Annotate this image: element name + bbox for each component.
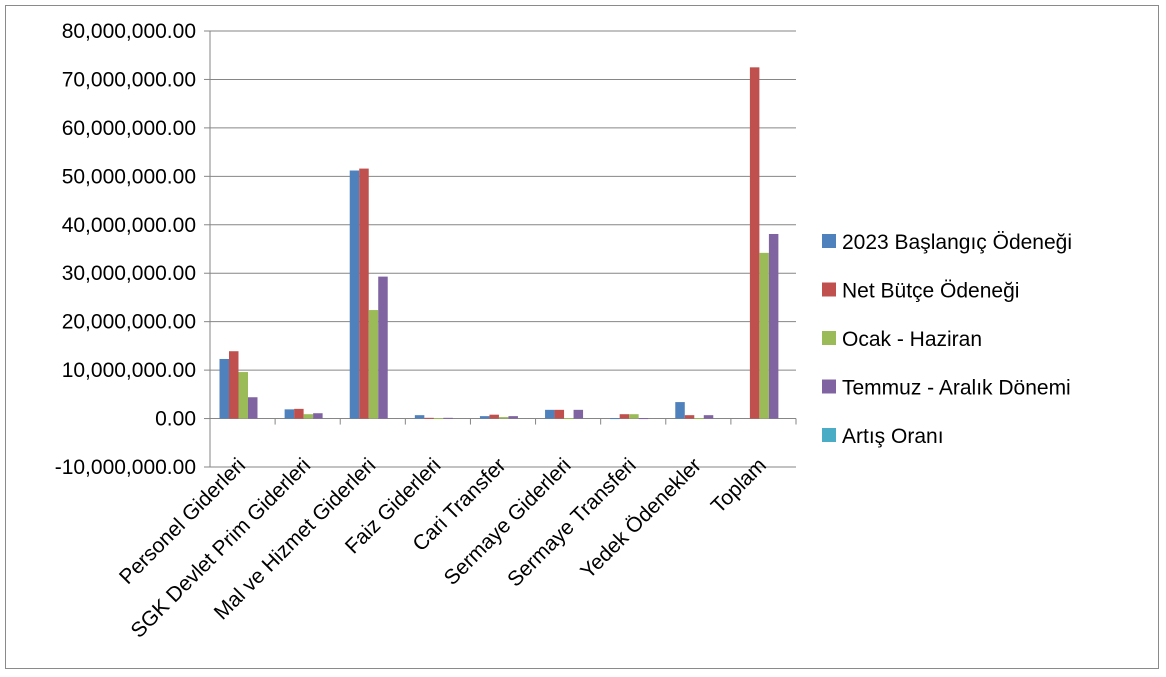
y-tick-label: 10,000,000.00 [62,359,196,382]
bar [675,402,685,419]
bar [359,168,369,419]
y-tick-label: 80,000,000.00 [62,20,196,43]
bar [378,276,388,419]
bar [610,418,620,420]
bar [433,418,444,420]
bar [638,418,649,420]
y-tick-label: 30,000,000.00 [62,262,196,285]
bar [564,418,574,420]
bar [554,409,565,419]
y-tick-label: 40,000,000.00 [62,214,196,237]
bar [479,416,490,419]
bars [219,67,779,420]
bar [303,414,314,419]
bar [219,358,229,419]
bar [284,409,295,419]
legend-entry: Temmuz - Aralık Dönemi [842,377,1071,400]
bar [749,67,760,419]
legend-entry: 2023 Başlangıç Ödeneği [842,231,1072,254]
y-tick-label: 20,000,000.00 [62,311,196,334]
legend-entry: Net Bütçe Ödeneği [842,280,1019,303]
bar [759,252,769,419]
x-category-label: Yedek Ödenekler [576,454,706,584]
y-tick-label: -10,000,000.00 [55,456,196,479]
bar [629,414,639,419]
bar [368,310,379,419]
legend-swatch [822,428,836,442]
legend: 2023 Başlangıç Ödeneği Net Bütçe Ödeneği O… [822,231,1072,448]
legend-swatch [822,234,836,248]
y-tick-label: 50,000,000.00 [62,165,196,188]
bar [424,417,434,419]
bar [489,414,499,419]
bar [498,417,509,419]
bar [545,409,555,419]
x-category-label: Toplam [707,454,771,518]
y-tick-labels: -10,000,000.00 0.00 10,000,000.00 20,000,00… [55,20,196,479]
gridlines [210,30,796,468]
bar [684,415,695,419]
legend-swatch [822,331,836,345]
legend-swatch [822,282,836,297]
bar [238,372,248,419]
bar [768,233,779,419]
bar [703,415,714,419]
bar [508,416,518,419]
y-tick-label: 0.00 [155,408,196,431]
bar [229,351,239,419]
bar [349,170,360,419]
y-tick-label: 70,000,000.00 [62,68,196,91]
bar [619,414,630,419]
bar [313,413,323,419]
bar [414,415,425,419]
bar [294,408,304,419]
legend-swatch [822,379,836,394]
chart-frame [5,5,1159,669]
bar [443,417,453,419]
legend-entry: Ocak - Haziran [842,328,982,351]
axes [204,30,797,468]
bar [248,397,258,419]
legend-entry: Artış Oranı [842,425,944,448]
bar [694,418,704,420]
bar [573,409,584,419]
y-tick-label: 60,000,000.00 [62,117,196,140]
